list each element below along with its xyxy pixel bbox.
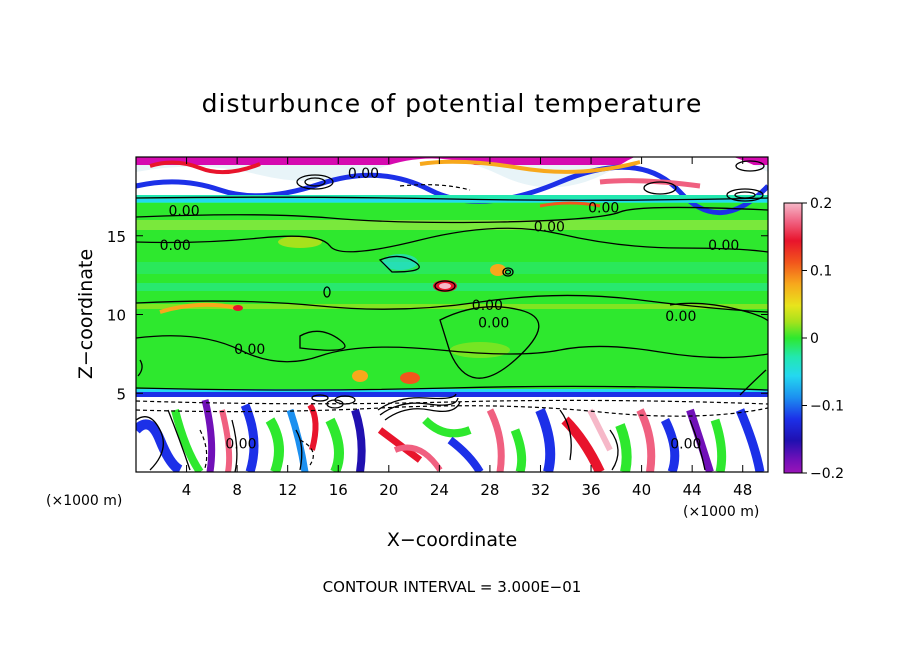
colorbar-tick-label: 0.1 [810,264,832,280]
colorbar-ticks: 0.2 0.1 0 −0.1 −0.2 [802,196,844,482]
contour-label: 0.00 [168,204,199,220]
x-tick-label: 12 [278,481,297,499]
x-ticks: 4 8 12 16 20 24 28 32 36 40 44 48 [182,157,752,499]
contour-interval-note: CONTOUR INTERVAL = 3.000E−01 [323,578,582,596]
upper-layer-field [136,157,768,216]
x-axis-label: X−coordinate [387,529,517,551]
contour-label: 0.00 [160,238,191,254]
colorbar [783,202,803,474]
contour-label: 0.00 [708,238,739,254]
x-unit-label-right: (×1000 m) [683,504,759,520]
y-tick-label: 15 [107,228,126,246]
x-tick-label: 44 [683,481,702,499]
x-tick-label: 16 [329,481,348,499]
contour-label: 0.00 [478,315,509,331]
x-tick-label: 48 [733,481,752,499]
contour-label: 0.00 [588,200,619,216]
x-tick-label: 36 [581,481,600,499]
x-tick-label: 4 [182,481,192,499]
y-tick-label: 10 [107,307,126,325]
x-tick-label: 8 [232,481,242,499]
x-tick-label: 40 [632,481,651,499]
contour-dashed-lines [136,184,768,469]
colorbar-tick-label: −0.1 [810,399,844,415]
plot-area: 0.000.000.000.000.000.000.000.00 0.000.00… [136,157,768,472]
colorbar-tick-label: 0 [810,331,819,347]
contour-label: 0.00 [472,298,503,314]
contour-lines [136,160,768,472]
x-tick-label: 24 [430,481,449,499]
contour-label: 0.00 [534,219,565,235]
chart-title: disturbunce of potential temperature [202,89,703,118]
x-tick-label: 20 [379,481,398,499]
y-axis-label: Z−coordinate [75,249,97,379]
contour-label: 0.00 [225,437,256,453]
y-ticks: 5 10 15 [107,228,768,403]
x-tick-label: 28 [480,481,499,499]
contour-labels: 0.000.000.000.000.000.000.000.00 0.000.00… [160,166,740,453]
x-unit-label-left: (×1000 m) [46,493,122,509]
x-tick-label: 32 [531,481,550,499]
y-tick-label: 5 [116,385,126,403]
contour-label: 0.00 [665,309,696,325]
colorbar-tick-label: 0.2 [810,196,832,212]
colorbar-tick-label: −0.2 [810,466,844,482]
contour-label: 0.00 [670,437,701,453]
mid-layer-field [136,220,768,384]
contour-label: 0.00 [234,342,265,358]
contour-label: 0.00 [348,166,379,182]
